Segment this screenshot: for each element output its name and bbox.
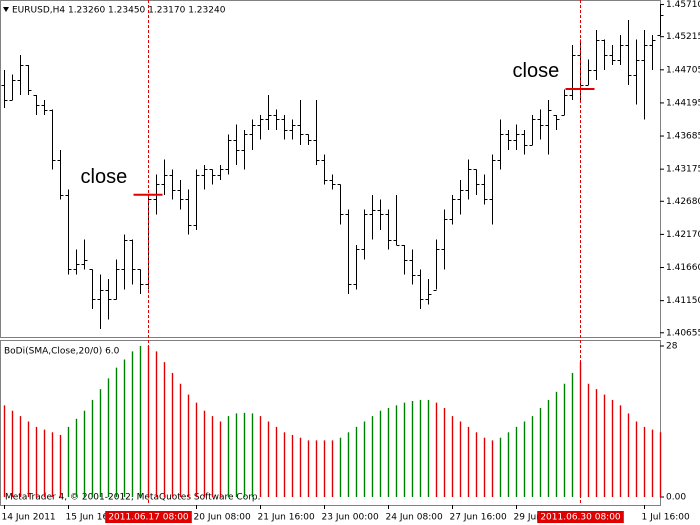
indicator-title: BoDi(SMA,Close,20/0) 6.0 xyxy=(4,347,120,357)
x-tick-label: 20 Jun 08:00 xyxy=(194,513,251,523)
y-tick-label: 1.42680 xyxy=(666,197,700,207)
x-highlight-label: 2011.06.17 08:00 xyxy=(108,513,189,523)
x-tick-label: 15 Jun 16:00 xyxy=(66,513,123,523)
symbol-icon xyxy=(3,7,9,12)
x-tick-label: 1 Jul 16:00 xyxy=(642,513,691,523)
annotation: close xyxy=(513,60,560,82)
y-tick-label: 1.42170 xyxy=(666,230,700,240)
x-tick-label: 23 Jun 00:00 xyxy=(322,513,379,523)
annotation: close xyxy=(81,166,128,188)
chart-title: EURUSD,H4 1.23260 1.23450 1.23170 1.2324… xyxy=(12,6,226,16)
y-tick-label: 1.40655 xyxy=(666,328,700,338)
y-tick-label: 0.00 xyxy=(666,493,686,503)
indicator-panel xyxy=(0,340,661,506)
x-tick-label: 24 Jun 08:00 xyxy=(386,513,443,523)
x-tick-label: 21 Jun 16:00 xyxy=(258,513,315,523)
y-tick-label: 1.41150 xyxy=(666,296,700,306)
x-highlight-label: 2011.06.30 08:00 xyxy=(540,513,621,523)
x-highlight-bg xyxy=(105,511,192,523)
y-tick-label: 1.43175 xyxy=(666,165,700,175)
y-tick-label: 1.44195 xyxy=(666,98,700,108)
x-tick-label: 14 Jun 2011 xyxy=(2,513,56,523)
y-tick-label: 1.43685 xyxy=(666,132,700,142)
copyright: MetaTrader 4, © 2001-2012, MetaQuotes So… xyxy=(5,493,261,503)
y-tick-label: 1.45710 xyxy=(666,0,700,10)
y-tick-label: 1.41660 xyxy=(666,263,700,273)
x-highlight-bg xyxy=(537,511,624,523)
y-tick-label: 28 xyxy=(666,342,678,352)
y-tick-label: 1.45215 xyxy=(666,32,700,42)
x-tick-label: 27 Jun 16:00 xyxy=(450,513,507,523)
y-tick-label: 1.44705 xyxy=(666,65,700,75)
